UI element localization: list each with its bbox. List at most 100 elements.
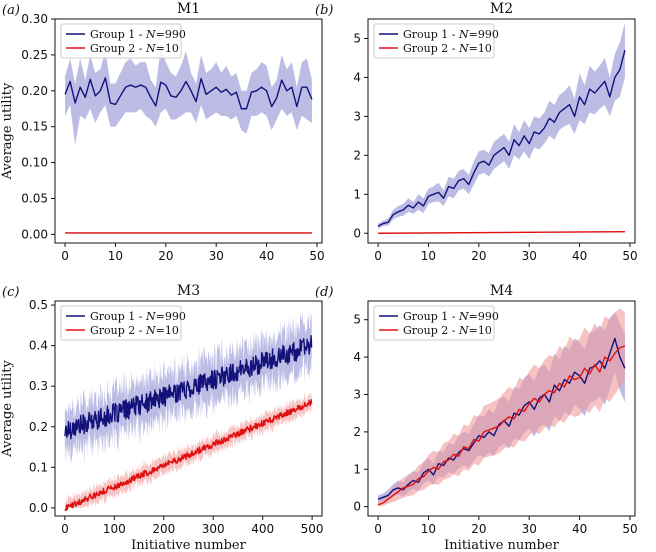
legend-box	[373, 305, 495, 341]
panel-label: (a)	[2, 3, 20, 18]
series-line-2	[377, 345, 626, 506]
y-tick-label: 0.30	[21, 12, 48, 26]
y-tick-label: 4	[353, 70, 361, 84]
plot-area	[377, 308, 626, 507]
x-tick-label: 500	[301, 522, 324, 536]
series-band-2	[64, 391, 312, 508]
x-tick-label: 50	[622, 249, 637, 263]
y-tick-label: 5	[353, 31, 361, 45]
plot-area	[64, 311, 313, 512]
series-line-1	[377, 49, 626, 227]
y-tick-label: 0.05	[21, 191, 48, 205]
panel-b: 0 10 20 30 40 50 0 1 2 3 4 5 M2 (b) Group 1 - 𝑁=990Gro…	[315, 1, 638, 263]
legend-entry-1: Group 1 - 𝑁=990	[90, 310, 186, 323]
legend-box	[60, 305, 182, 341]
y-axis-label: Average utility	[0, 360, 15, 458]
y-tick-label: 0.5	[29, 298, 48, 312]
chart-title: M4	[490, 283, 513, 299]
axes-frame	[367, 18, 636, 244]
series-band-1	[378, 22, 625, 229]
x-tick-label: 0	[61, 522, 69, 536]
y-tick-label: 0.20	[21, 84, 48, 98]
x-tick-label: 40	[572, 249, 587, 263]
y-tick-label: 1	[353, 187, 361, 201]
x-tick-label: 50	[309, 249, 324, 263]
x-tick-label: 400	[251, 522, 274, 536]
x-tick-label: 200	[152, 522, 175, 536]
axes-frame	[367, 300, 636, 517]
x-tick-label: 10	[108, 249, 123, 263]
y-tick-label: 0	[353, 500, 361, 514]
series-line-2	[378, 231, 625, 234]
y-tick-label: 3	[353, 387, 361, 401]
plot-area	[64, 47, 313, 234]
panel-a: 0 10 20 30 40 50 0.00 0.05 0.10 0.15 0.20 0.25 0.30 M…	[0, 1, 325, 263]
legend-entry-2: Group 2 - 𝑁=10	[90, 324, 179, 337]
legend-entry-2: Group 2 - 𝑁=10	[403, 42, 492, 55]
x-tick-label: 30	[522, 249, 537, 263]
y-tick-label: 0.0	[29, 501, 48, 515]
x-tick-label: 30	[522, 522, 537, 536]
x-tick-label: 40	[259, 249, 274, 263]
plot-area	[377, 22, 626, 234]
panel-label: (b)	[315, 3, 333, 18]
axes-frame	[54, 18, 323, 244]
y-tick-label: 0.3	[29, 379, 48, 393]
y-tick-label: 0.10	[21, 156, 48, 170]
x-tick-label: 10	[421, 249, 436, 263]
panel-label: (c)	[2, 285, 19, 300]
legend-box	[373, 23, 495, 59]
series-band-1	[65, 47, 312, 145]
series-line-2	[64, 398, 313, 512]
x-tick-label: 20	[471, 249, 486, 263]
panel-label: (d)	[315, 285, 333, 300]
y-tick-label: 0.1	[29, 460, 48, 474]
y-tick-label: 0.4	[29, 339, 48, 353]
series-line-1	[64, 77, 313, 110]
legend-entry-1: Group 1 - 𝑁=990	[90, 28, 186, 41]
y-tick-label: 2	[353, 425, 361, 439]
x-tick-label: 0	[61, 249, 69, 263]
x-tick-label: 10	[421, 522, 436, 536]
y-tick-label: 4	[353, 350, 361, 364]
x-tick-label: 30	[209, 249, 224, 263]
x-tick-label: 300	[202, 522, 225, 536]
y-axis-label: Average utility	[0, 82, 15, 180]
series-line-1	[64, 335, 313, 440]
panel-c: 0 100 200 300 400 500 0.0 0.1 0.2 0.3 0.4 0.5 M3 (c) A…	[0, 283, 324, 552]
legend-entry-1: Group 1 - 𝑁=990	[403, 28, 499, 41]
chart-title: M1	[177, 1, 200, 17]
panel-d: 0 10 20 30 40 50 0 1 2 3 4 5 M4 (d) Initiative number G…	[315, 283, 638, 552]
legend-entry-1: Group 1 - 𝑁=990	[403, 310, 499, 323]
y-tick-label: 0.2	[29, 420, 48, 434]
chart-title: M2	[490, 1, 513, 17]
y-tick-label: 5	[353, 313, 361, 327]
x-tick-label: 0	[374, 249, 382, 263]
chart-title: M3	[177, 283, 200, 299]
x-tick-label: 100	[103, 522, 126, 536]
y-tick-label: 3	[353, 109, 361, 123]
x-tick-label: 50	[622, 522, 637, 536]
y-tick-label: 0	[353, 226, 361, 240]
legend-entry-2: Group 2 - 𝑁=10	[90, 42, 179, 55]
y-tick-label: 0.15	[21, 120, 48, 134]
legend-box	[60, 23, 182, 59]
y-tick-label: 0.25	[21, 48, 48, 62]
x-tick-label: 0	[374, 522, 382, 536]
y-tick-label: 0.00	[21, 227, 48, 241]
x-axis-label: Initiative number	[444, 538, 559, 552]
x-tick-label: 20	[158, 249, 173, 263]
legend-entry-2: Group 2 - 𝑁=10	[403, 324, 492, 337]
series-band-2	[378, 308, 625, 507]
y-tick-label: 1	[353, 462, 361, 476]
x-tick-label: 40	[572, 522, 587, 536]
x-tick-label: 20	[471, 522, 486, 536]
axes-frame	[54, 300, 323, 517]
y-tick-label: 2	[353, 148, 361, 162]
